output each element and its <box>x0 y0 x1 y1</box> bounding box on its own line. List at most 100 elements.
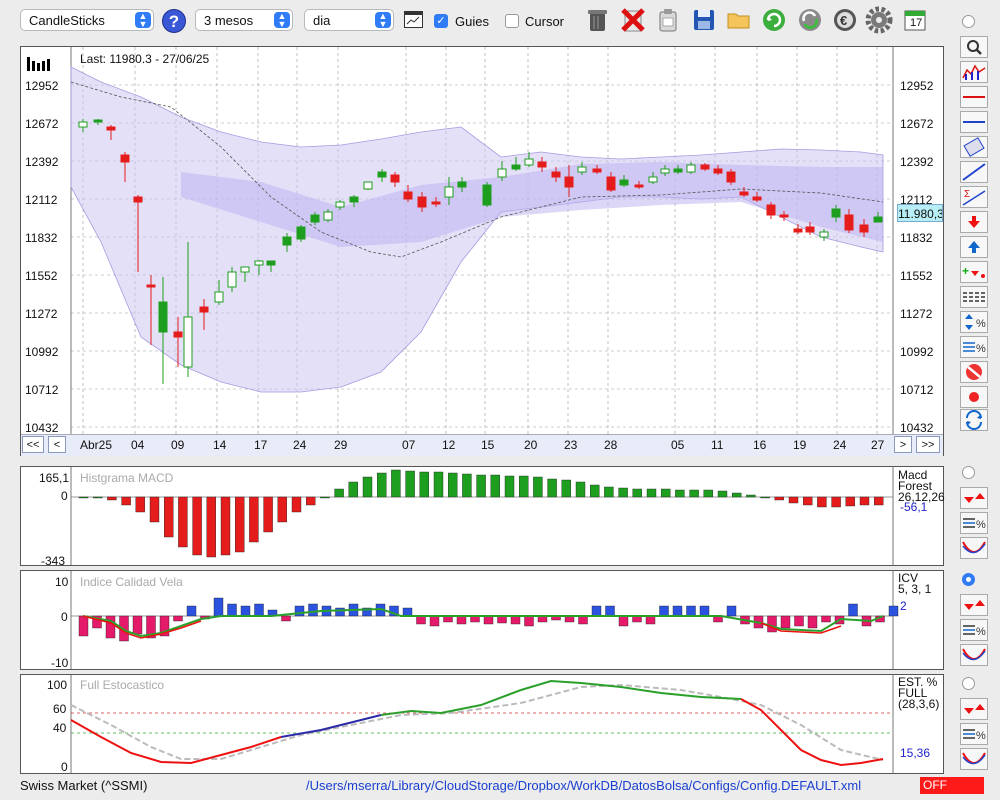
svg-text:Σ: Σ <box>964 189 970 200</box>
bar-chart-icon <box>27 53 53 71</box>
candle-body <box>267 261 275 265</box>
save-disk-icon <box>690 6 718 34</box>
stoch-panel-radio[interactable] <box>962 677 975 690</box>
icv-signals-button[interactable] <box>960 594 988 616</box>
y-axis-label-left: 12952 <box>25 79 58 93</box>
gear-icon <box>865 6 893 34</box>
record-button[interactable] <box>960 386 988 408</box>
macd-histogram-bar <box>349 482 358 497</box>
macd-histogram-bar <box>391 470 400 497</box>
currency-button[interactable]: € <box>831 6 859 34</box>
icv-bar <box>336 608 345 616</box>
scale-percent-button[interactable]: % <box>960 311 988 333</box>
open-folder-button[interactable] <box>725 6 753 34</box>
macd-histogram-bar <box>874 497 883 505</box>
stoch-percent-button[interactable]: % <box>960 723 988 745</box>
up-arrow-button[interactable] <box>960 236 988 258</box>
period-select[interactable]: 3 mesos ▲ ▼ <box>195 9 293 31</box>
macd-percent-button[interactable]: % <box>960 512 988 534</box>
horizontal-line-blue-button[interactable] <box>960 111 988 133</box>
macd-y-bottom: -343 <box>41 554 65 568</box>
add-remove-signals-button[interactable]: + <box>960 261 988 283</box>
indicator-overlay-button[interactable] <box>960 61 988 83</box>
down-arrow-button[interactable] <box>960 211 988 233</box>
stochastic-panel[interactable]: Full Estocastico 100 60 40 0 EST. % FULL… <box>20 674 944 774</box>
icv-bar <box>417 616 426 624</box>
candle-body <box>635 185 643 187</box>
candle-body <box>404 192 412 199</box>
icv-bar <box>484 616 493 624</box>
macd-histogram-bar <box>207 497 216 557</box>
y-axis-label-right: 10432 <box>900 421 933 435</box>
nav-prev-button[interactable]: < <box>48 436 66 453</box>
svg-text:+: + <box>962 264 969 278</box>
help-button[interactable]: ? <box>162 9 186 33</box>
icv-cross-button[interactable] <box>960 644 988 666</box>
cursor-checkbox[interactable] <box>505 14 519 28</box>
y-axis-label-right: 11272 <box>900 307 932 321</box>
macd-signals-button[interactable] <box>960 487 988 509</box>
candle-body <box>336 202 344 207</box>
icv-y-zero: 0 <box>61 610 68 624</box>
refresh-button[interactable] <box>760 6 788 34</box>
chart-type-value: CandleSticks <box>29 13 105 28</box>
zoom-button[interactable] <box>960 36 988 58</box>
x-axis-label: 29 <box>334 438 347 452</box>
chart-type-select[interactable]: CandleSticks ▲ ▼ <box>20 9 154 31</box>
x-axis-label: 24 <box>293 438 306 452</box>
stoch-cross-button[interactable] <box>960 748 988 770</box>
candlestick-chart[interactable] <box>21 47 943 455</box>
nav-last-button[interactable]: >> <box>916 436 940 453</box>
candle-body <box>350 197 358 202</box>
calendar-button[interactable]: 17 <box>901 6 929 34</box>
no-entry-button[interactable] <box>960 361 988 383</box>
market-name: Swiss Market (^SSMI) <box>20 778 147 793</box>
candle-body <box>874 217 882 222</box>
icv-panel-radio[interactable] <box>962 573 975 586</box>
macd-panel[interactable]: Histgrama MACD 165,1 0 -343 Macd Forest … <box>20 466 944 566</box>
percent-lines-button[interactable]: % <box>960 336 988 358</box>
macd-cross-button[interactable] <box>960 537 988 559</box>
interval-select[interactable]: dia ▲ ▼ <box>304 9 394 31</box>
candle-body <box>674 169 682 172</box>
candle-body <box>134 197 142 202</box>
config-path-link[interactable]: /Users/mserra/Library/CloudStorage/Dropb… <box>306 778 861 793</box>
candle-body <box>845 215 853 230</box>
candle-body <box>820 232 828 237</box>
screen-toggle-button[interactable] <box>404 11 423 28</box>
icv-percent-button[interactable]: % <box>960 619 988 641</box>
interval-value: dia <box>313 13 330 28</box>
macd-histogram-bar <box>93 497 102 498</box>
swap-button[interactable] <box>960 409 988 431</box>
save-button[interactable] <box>690 6 718 34</box>
channel-button[interactable] <box>960 136 988 158</box>
y-axis-label-left: 10432 <box>25 421 58 435</box>
nav-first-button[interactable]: << <box>22 436 44 453</box>
price-chart-panel[interactable]: Last: 11980.3 - 27/06/25 12952 12672 12392… <box>20 46 944 456</box>
sync-button[interactable] <box>796 6 824 34</box>
stoch-slow-line <box>71 685 883 760</box>
stoch-signals-button[interactable] <box>960 698 988 720</box>
dashed-lines-icon <box>961 287 987 307</box>
macd-panel-radio[interactable] <box>962 466 975 479</box>
clipboard-button[interactable] <box>654 6 682 34</box>
trash-button[interactable] <box>583 6 611 34</box>
main-panel-radio[interactable] <box>962 15 975 28</box>
sigma-line-button[interactable]: Σ <box>960 186 988 208</box>
icv-panel[interactable]: Indice Calidad Vela 10 0 -10 ICV 5, 3, 1… <box>20 570 944 670</box>
candle-body <box>364 182 372 189</box>
macd-histogram-bar <box>434 472 443 497</box>
stoch-params: (28,3,6) <box>898 697 939 711</box>
delete-button[interactable] <box>619 6 647 34</box>
trendline-button[interactable] <box>960 161 988 183</box>
settings-button[interactable] <box>865 6 893 34</box>
nav-next-button[interactable]: > <box>894 436 912 453</box>
x-axis-label: 05 <box>671 438 684 452</box>
guides-label: Guies <box>455 14 489 29</box>
guides-checkbox[interactable]: ✓ <box>434 14 448 28</box>
horizontal-line-red-button[interactable] <box>960 86 988 108</box>
x-axis-label: 09 <box>171 438 184 452</box>
x-axis-label: 04 <box>131 438 144 452</box>
grid-lines-button[interactable] <box>960 286 988 308</box>
macd-histogram-bar <box>221 497 230 555</box>
